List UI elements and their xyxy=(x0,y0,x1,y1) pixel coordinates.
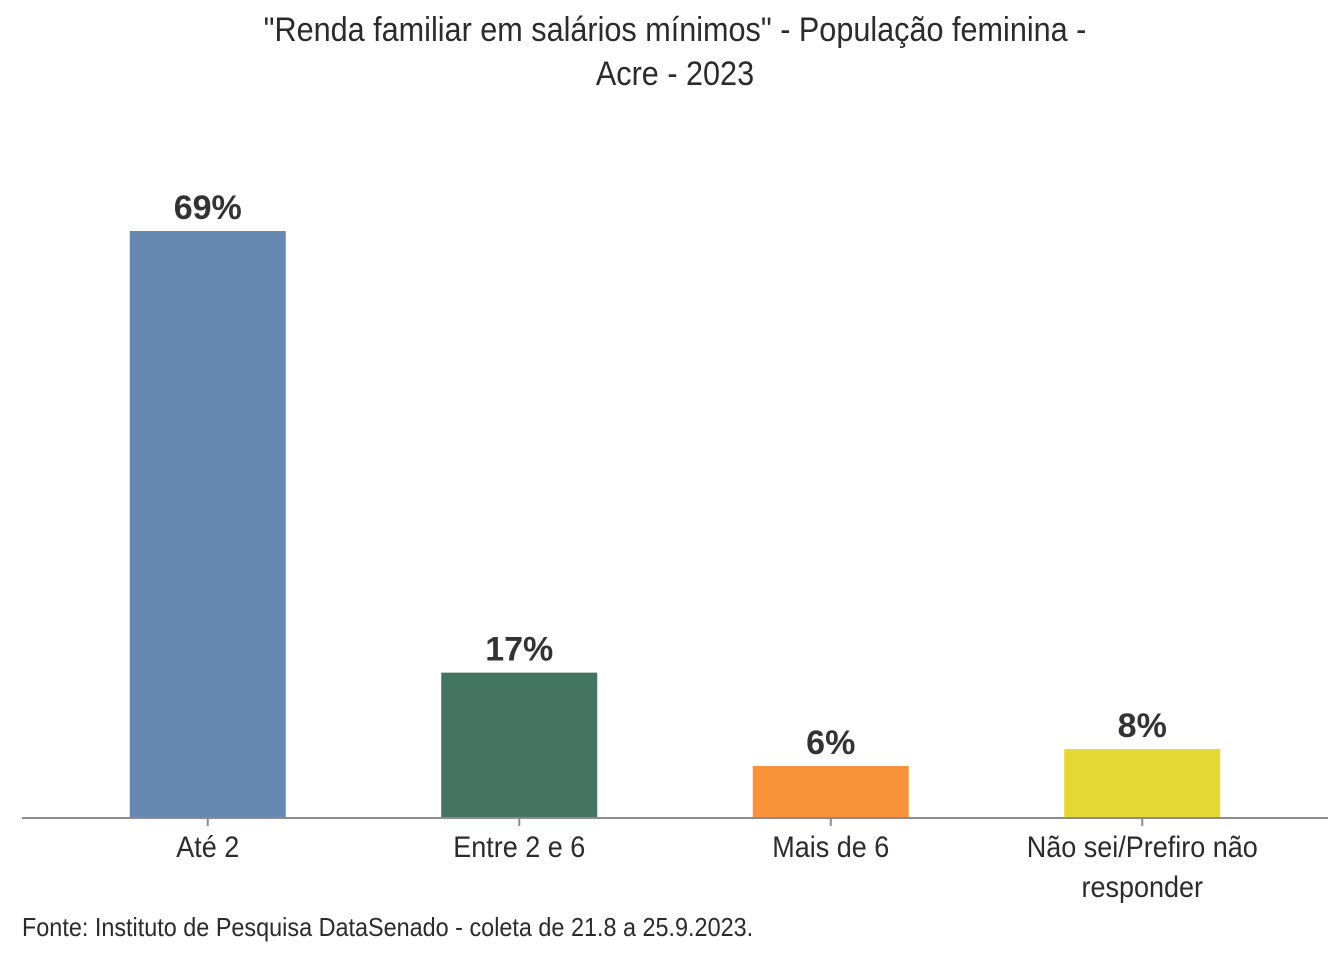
bar-1 xyxy=(441,672,598,817)
bar-2 xyxy=(752,766,909,817)
category-label-1: Entre 2 e 6 xyxy=(453,831,585,865)
bar-3 xyxy=(1064,749,1221,817)
category-label-0: Até 2 xyxy=(176,831,239,865)
x-ticks-group xyxy=(206,818,1144,826)
data-labels-group: 69% 17% 6% 8% xyxy=(174,189,1167,762)
category-label-line: responder xyxy=(1082,871,1204,905)
chart-title-line-2: Acre - 2023 xyxy=(595,55,755,93)
category-label-3: Não sei/Prefiro não responder xyxy=(1027,831,1258,905)
category-label-line: Não sei/Prefiro não xyxy=(1027,831,1258,865)
chart-title-line-1: "Renda familiar em salários mínimos" - P… xyxy=(263,11,1087,49)
data-label-2: 6% xyxy=(806,724,855,762)
data-label-3: 8% xyxy=(1118,707,1167,745)
source-note: Fonte: Instituto de Pesquisa DataSenado … xyxy=(22,912,754,942)
bars-group xyxy=(129,231,1221,817)
category-label-line: Até 2 xyxy=(176,831,239,865)
bar-0 xyxy=(129,231,286,817)
data-label-1: 17% xyxy=(485,631,553,669)
data-label-0: 69% xyxy=(174,189,242,227)
category-labels-group: Até 2 Entre 2 e 6 Mais de 6 Não sei/Prefiro… xyxy=(176,831,1257,905)
category-label-line: Mais de 6 xyxy=(772,831,889,865)
category-label-line: Entre 2 e 6 xyxy=(453,831,585,865)
category-label-2: Mais de 6 xyxy=(772,831,889,865)
chart-title: "Renda familiar em salários mínimos" - P… xyxy=(68,8,1283,96)
